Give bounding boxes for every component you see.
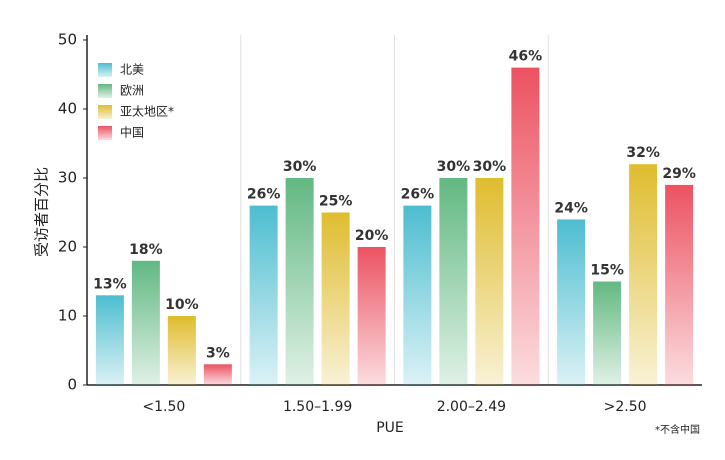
y-tick-label: 10 <box>58 307 77 325</box>
bar <box>203 364 232 385</box>
bar <box>249 205 278 385</box>
legend-label: 亚太地区* <box>120 104 174 119</box>
y-tick-label: 40 <box>58 100 77 118</box>
value-label: 24% <box>554 200 588 216</box>
y-tick-label: 20 <box>58 238 77 256</box>
legend-swatch <box>98 126 112 140</box>
x-tick-label: 1.50–1.99 <box>283 399 352 415</box>
legend-swatch <box>98 63 112 77</box>
value-label: 15% <box>590 263 624 279</box>
bar <box>629 164 658 385</box>
bar <box>665 184 694 385</box>
bar <box>593 281 622 385</box>
value-label: 26% <box>401 187 435 203</box>
bar <box>557 219 586 385</box>
footnote: *不含中国 <box>655 423 700 436</box>
value-label: 20% <box>355 228 389 244</box>
value-label: 13% <box>93 276 127 292</box>
value-label: 18% <box>129 242 163 258</box>
value-label: 30% <box>437 159 471 175</box>
value-label: 3% <box>206 345 230 361</box>
bar <box>511 67 540 385</box>
value-label: 32% <box>626 145 660 161</box>
bar <box>321 212 350 385</box>
bar <box>95 295 124 385</box>
legend-label: 欧洲 <box>120 84 144 98</box>
bar <box>403 205 432 385</box>
bar <box>439 178 468 385</box>
value-label: 30% <box>473 159 507 175</box>
y-tick-label: 50 <box>58 31 77 49</box>
x-tick-label: 2.00–2.49 <box>437 399 506 415</box>
y-axis-label: 受访者百分比 <box>33 167 51 257</box>
bar <box>357 247 386 385</box>
legend-label: 北美 <box>120 63 144 77</box>
x-tick-label: >2.50 <box>604 399 647 415</box>
value-label: 29% <box>662 166 696 182</box>
x-tick-label: <1.50 <box>142 399 185 415</box>
value-label: 46% <box>509 49 543 65</box>
value-label: 10% <box>165 297 199 313</box>
value-label: 26% <box>247 187 281 203</box>
y-tick-label: 30 <box>58 169 77 187</box>
legend-label: 中国 <box>120 125 144 140</box>
bar <box>285 178 314 385</box>
legend-swatch <box>98 84 112 98</box>
y-tick-label: 0 <box>67 376 77 394</box>
value-label: 25% <box>319 194 353 210</box>
x-axis-label: PUE <box>376 420 404 436</box>
legend-swatch <box>98 105 112 119</box>
bar <box>167 316 196 385</box>
value-label: 30% <box>283 159 317 175</box>
bar <box>475 178 504 385</box>
bar <box>131 260 160 385</box>
